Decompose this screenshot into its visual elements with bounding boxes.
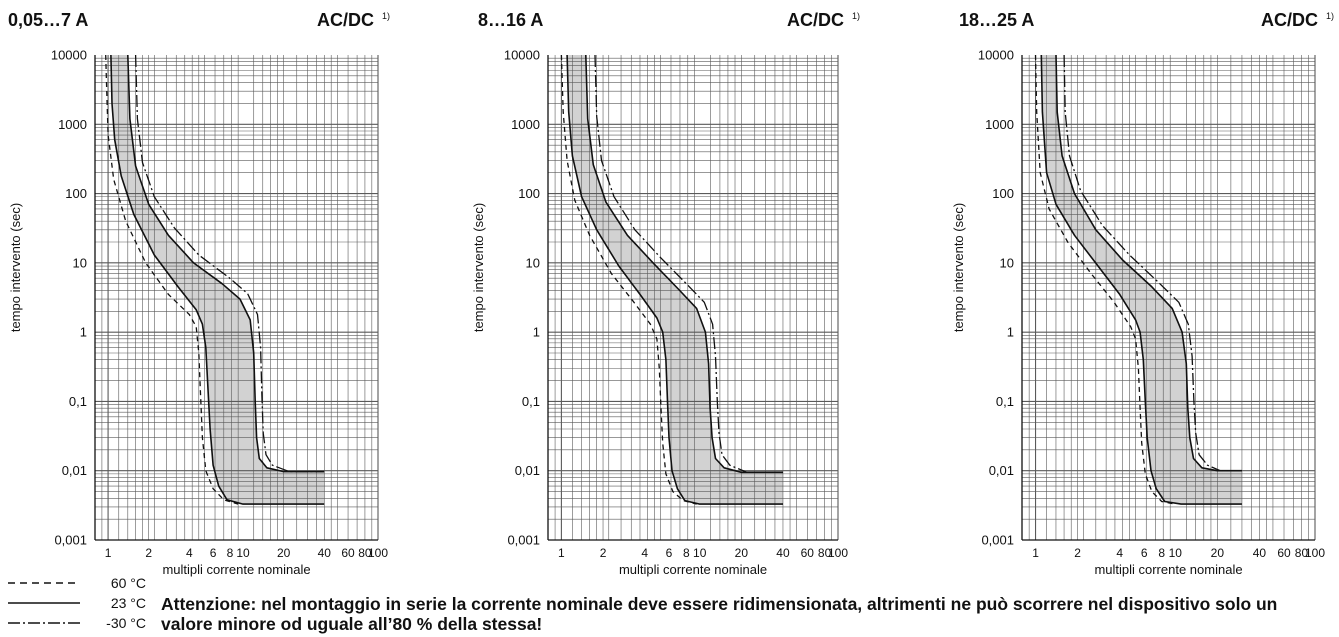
curve-60c <box>1034 54 1176 505</box>
curve-minus30c <box>1063 54 1242 472</box>
y-axis-label: tempo intervento (sec) <box>951 203 966 332</box>
y-axis-label: tempo intervento (sec) <box>8 203 23 332</box>
chart-panel-3: 0,001 0,01 0,1 1 10 100 1000 10000 1 2 4 6 8 10 20 40 60… <box>951 10 1334 577</box>
x-tick-label: 1 <box>105 546 112 560</box>
y-tick-label: 1000 <box>985 117 1014 132</box>
x-tick-label: 20 <box>1211 546 1225 560</box>
x-tick-label: 20 <box>277 546 291 560</box>
x-tick-label: 80 <box>358 546 372 560</box>
y-tick-label: 100 <box>992 186 1014 201</box>
curve-minus30c <box>594 54 783 473</box>
supply-type-label: AC/DC <box>1261 10 1318 30</box>
grid <box>95 55 379 541</box>
legend-label: 60 °C <box>111 575 146 591</box>
chart-title: 0,05…7 A <box>8 10 88 30</box>
x-tick-label: 4 <box>1116 546 1123 560</box>
x-tick-label: 60 <box>341 546 355 560</box>
curve-minus30c <box>134 54 325 473</box>
y-tick-label: 10 <box>1000 255 1014 270</box>
x-tick-label: 1 <box>1032 546 1039 560</box>
x-axis-label: multipli corrente nominale <box>162 562 310 577</box>
x-tick-label: 2 <box>600 546 607 560</box>
curve-23c-lower <box>566 54 783 505</box>
curve-23c-lower <box>110 54 325 505</box>
footnote-mark: 1) <box>852 11 860 21</box>
x-tick-label: 60 <box>801 546 815 560</box>
chart-title: 8…16 A <box>478 10 543 30</box>
curve-60c <box>105 54 239 505</box>
grid <box>548 55 839 541</box>
tolerance-band <box>567 55 783 505</box>
x-tick-label: 40 <box>776 546 790 560</box>
temperature-legend: 60 °C 23 °C -30 °C <box>8 575 146 631</box>
curve-23c-upper <box>127 54 325 473</box>
x-axis-label: multipli corrente nominale <box>1094 562 1242 577</box>
y-tick-label: 10000 <box>978 48 1014 63</box>
x-tick-label: 6 <box>1141 546 1148 560</box>
x-axis-label: multipli corrente nominale <box>619 562 767 577</box>
x-tick-label: 100 <box>1305 546 1325 560</box>
y-tick-label: 0,1 <box>522 394 540 409</box>
y-tick-label: 1000 <box>58 117 87 132</box>
y-tick-label: 0,01 <box>62 463 87 478</box>
tolerance-band <box>1041 55 1242 505</box>
x-tick-label: 4 <box>186 546 193 560</box>
y-tick-label: 0,001 <box>981 533 1014 548</box>
y-tick-label: 0,001 <box>54 533 87 548</box>
x-tick-label: 8 <box>227 546 234 560</box>
y-tick-label: 0,1 <box>996 394 1014 409</box>
curve-23c-upper <box>1055 54 1242 472</box>
x-tick-label: 10 <box>1169 546 1183 560</box>
supply-type-label: AC/DC <box>317 10 374 30</box>
y-tick-label: 10000 <box>504 48 540 63</box>
x-tick-label: 80 <box>818 546 832 560</box>
tolerance-band <box>110 55 325 505</box>
y-tick-label: 0,1 <box>69 394 87 409</box>
y-tick-label: 10000 <box>51 48 87 63</box>
x-tick-label: 2 <box>1074 546 1081 560</box>
x-tick-label: 4 <box>641 546 648 560</box>
chart-title: 18…25 A <box>959 10 1034 30</box>
x-tick-label: 8 <box>1158 546 1165 560</box>
curve-23c-lower <box>1040 54 1242 505</box>
x-tick-label: 8 <box>683 546 690 560</box>
x-tick-label: 60 <box>1277 546 1291 560</box>
curve-60c <box>560 54 697 505</box>
y-tick-label: 1 <box>533 325 540 340</box>
x-tick-label: 40 <box>318 546 332 560</box>
y-tick-label: 1000 <box>511 117 540 132</box>
y-tick-label: 10 <box>73 255 87 270</box>
series-mounting-notice: Attenzione: nel montaggio in serie la co… <box>161 594 1278 634</box>
y-tick-label: 1 <box>1007 325 1014 340</box>
legend-label: 23 °C <box>111 595 146 611</box>
y-tick-label: 100 <box>518 186 540 201</box>
x-tick-label: 40 <box>1253 546 1267 560</box>
x-tick-label: 20 <box>735 546 749 560</box>
x-tick-label: 10 <box>693 546 707 560</box>
y-tick-label: 1 <box>80 325 87 340</box>
curve-23c-upper <box>585 54 783 474</box>
y-tick-label: 100 <box>65 186 87 201</box>
footnote-mark: 1) <box>382 11 390 21</box>
x-tick-label: 1 <box>558 546 565 560</box>
x-tick-label: 6 <box>666 546 673 560</box>
x-tick-label: 80 <box>1295 546 1309 560</box>
legend-label: -30 °C <box>106 615 146 631</box>
x-tick-label: 2 <box>145 546 152 560</box>
footnote-mark: 1) <box>1326 11 1334 21</box>
x-tick-label: 6 <box>210 546 217 560</box>
y-tick-label: 0,01 <box>515 463 540 478</box>
x-tick-label: 100 <box>828 546 848 560</box>
x-tick-label: 10 <box>236 546 250 560</box>
y-tick-label: 10 <box>526 255 540 270</box>
y-tick-label: 0,01 <box>989 463 1014 478</box>
x-tick-label: 100 <box>368 546 388 560</box>
supply-type-label: AC/DC <box>787 10 844 30</box>
y-tick-label: 0,001 <box>507 533 540 548</box>
y-axis-label: tempo intervento (sec) <box>471 203 486 332</box>
